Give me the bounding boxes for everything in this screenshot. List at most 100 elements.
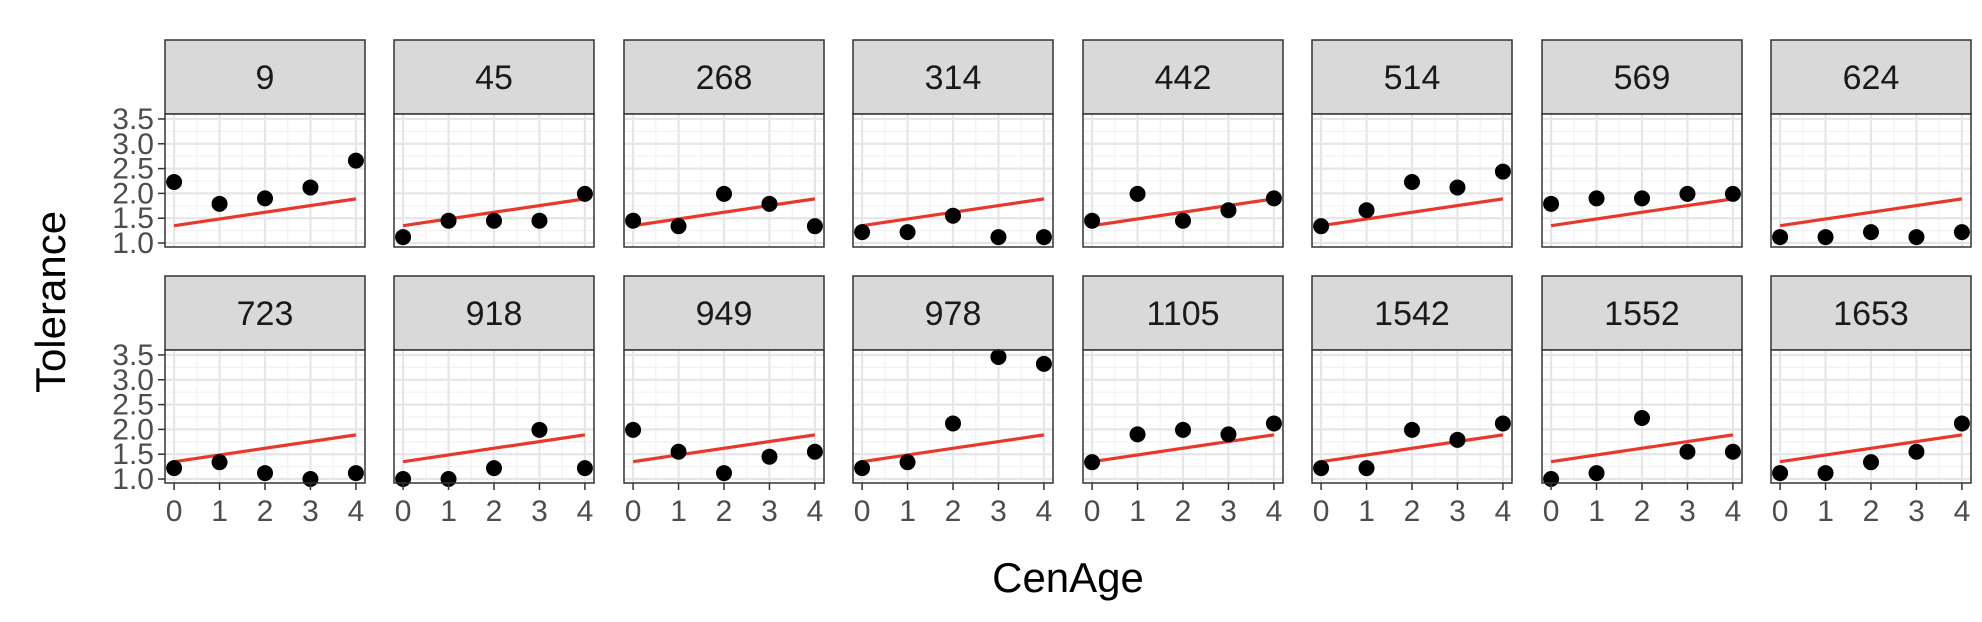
y-tick-label: 2.5 (112, 153, 154, 186)
fit-line (173, 197, 357, 228)
x-tick-label: 0 (854, 495, 871, 528)
panel-border (1770, 113, 1972, 248)
fit-line (1550, 197, 1734, 228)
data-point (576, 460, 593, 477)
data-point (1494, 163, 1511, 180)
x-tick-label: 1 (440, 495, 457, 528)
panel-918: 918 0 1 2 3 4 (393, 275, 595, 528)
strip-label: 45 (475, 59, 513, 97)
data-point (990, 348, 1007, 365)
data-point (761, 195, 778, 212)
x-tick-label: 1 (670, 495, 687, 528)
data-point (1265, 190, 1282, 207)
panel-1542: 1542 0 1 2 3 4 (1311, 275, 1513, 528)
data-point (1358, 202, 1375, 219)
panel-1653: 1653 0 1 2 3 4 (1770, 275, 1972, 528)
strip-background (1541, 39, 1743, 115)
strip-background (1082, 275, 1284, 351)
panel-border (393, 113, 595, 248)
y-axis-title: Tolerance (27, 211, 74, 393)
data-point (1863, 224, 1879, 241)
panel-514: 514 (1311, 39, 1513, 248)
data-point (347, 152, 364, 169)
fit-line (1550, 433, 1734, 464)
y-tick-label: 1.5 (112, 438, 154, 471)
fit-line (1091, 197, 1275, 228)
panels-layer: 91.01.52.02.53.03.545 268 314 442 514 569 6247… (112, 39, 1972, 528)
y-tick-label: 2.0 (112, 177, 154, 210)
x-tick-label: 1 (899, 495, 916, 528)
data-point (1404, 173, 1420, 190)
panel-9: 9 1.01.52.02.53.03.5 (112, 39, 366, 260)
y-tick-label: 1.5 (112, 202, 154, 235)
data-point (1084, 212, 1101, 229)
data-point (486, 460, 502, 477)
strip-label: 918 (466, 295, 523, 333)
data-point (1634, 190, 1650, 207)
data-point (1449, 179, 1466, 196)
x-tick-label: 4 (348, 495, 365, 528)
strip-background (1082, 39, 1284, 115)
strip-background (852, 39, 1054, 115)
panel-569: 569 (1541, 39, 1743, 248)
data-point (1817, 229, 1834, 246)
data-point (1588, 465, 1605, 482)
x-tick-label: 3 (1679, 495, 1696, 528)
strip-label: 1105 (1146, 295, 1219, 333)
strip-background (164, 275, 366, 351)
x-tick-label: 0 (1543, 495, 1560, 528)
data-point (854, 460, 871, 477)
data-point (625, 421, 642, 438)
x-tick-label: 2 (1863, 495, 1880, 528)
data-point (716, 185, 732, 202)
strip-background (623, 275, 825, 351)
data-point (531, 212, 548, 229)
data-point (670, 218, 687, 235)
fit-line (402, 433, 586, 464)
panel-268: 268 (623, 39, 825, 248)
data-point (257, 190, 273, 207)
data-point (1084, 454, 1101, 471)
data-point (899, 454, 916, 471)
data-point (257, 465, 273, 482)
data-point (1035, 355, 1052, 372)
y-tick-label: 3.5 (112, 339, 154, 372)
panel-723: 723 1.01.52.02.53.03.5 0 1 2 3 4 (112, 275, 366, 528)
x-axis-title: CenAge (992, 554, 1144, 601)
strip-label: 569 (1614, 59, 1671, 97)
strip-background (393, 39, 595, 115)
fit-line (1091, 433, 1275, 464)
fit-line (861, 433, 1045, 464)
data-point (1863, 454, 1879, 471)
strip-label: 268 (696, 59, 753, 97)
data-point (716, 465, 732, 482)
x-tick-label: 3 (990, 495, 1007, 528)
data-point (1129, 185, 1146, 202)
panel-442: 442 (1082, 39, 1284, 248)
panel-border (1311, 113, 1513, 248)
panel-border (623, 113, 825, 248)
y-tick-label: 3.0 (112, 364, 154, 397)
strip-label: 514 (1384, 59, 1441, 97)
fit-line (1779, 433, 1963, 464)
y-tick-label: 1.0 (112, 227, 154, 260)
data-point (395, 229, 412, 246)
strip-background (164, 39, 366, 115)
data-point (1908, 229, 1925, 246)
data-point (806, 443, 823, 460)
strip-background (393, 275, 595, 351)
data-point (854, 224, 871, 241)
data-point (761, 448, 778, 465)
panel-border (164, 113, 366, 248)
data-point (1679, 443, 1696, 460)
x-tick-label: 4 (1954, 495, 1971, 528)
x-tick-label: 3 (1908, 495, 1925, 528)
data-point (1220, 426, 1237, 443)
data-point (440, 212, 457, 229)
fit-line (1779, 197, 1963, 228)
data-point (1175, 212, 1191, 229)
x-tick-label: 4 (807, 495, 824, 528)
x-tick-label: 2 (486, 495, 503, 528)
data-point (1313, 460, 1330, 477)
